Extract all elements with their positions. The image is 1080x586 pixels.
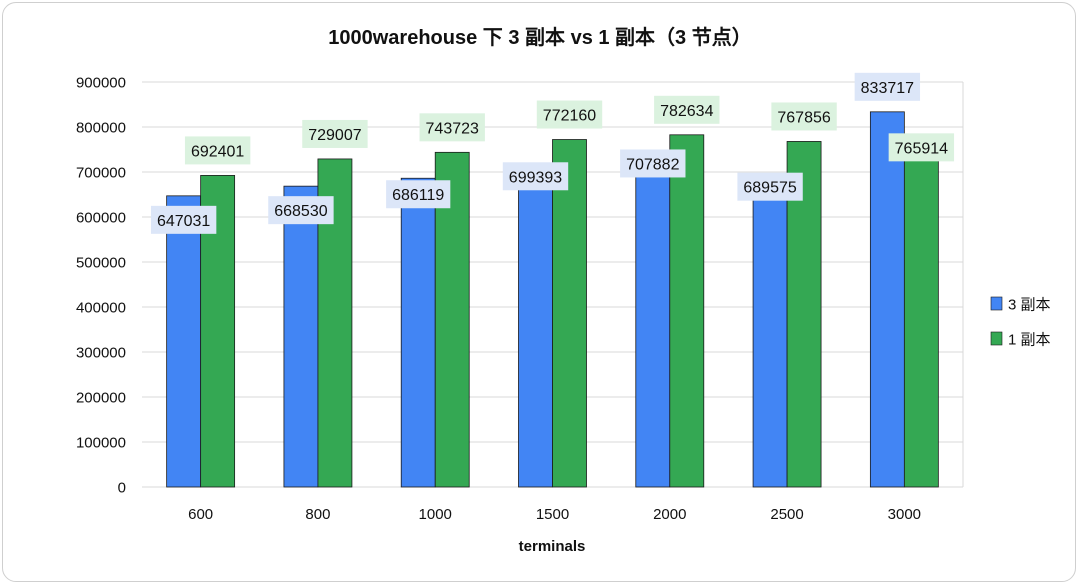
bars bbox=[166, 111, 939, 488]
data-label-bg bbox=[854, 72, 921, 101]
data-label-bg bbox=[620, 149, 686, 178]
bar-one-replica-1500 bbox=[552, 139, 587, 488]
data-label-bg bbox=[268, 196, 334, 225]
bar-one-replica-2000 bbox=[669, 134, 705, 488]
legend: 3 副本 1 副本 bbox=[990, 296, 1051, 349]
bar-three-replica-600 bbox=[166, 195, 202, 488]
x-tick-label: 2500 bbox=[770, 506, 803, 523]
data-label: 668530 bbox=[274, 203, 327, 220]
y-tick-label: 900000 bbox=[76, 75, 126, 92]
y-tick-label: 0 bbox=[118, 480, 126, 497]
bar-three-replica-2500 bbox=[752, 176, 788, 488]
data-label: 699393 bbox=[509, 169, 562, 186]
bar-three-replica-1500 bbox=[518, 171, 553, 488]
data-label: 647031 bbox=[157, 213, 210, 230]
x-tick-label: 1000 bbox=[419, 506, 452, 523]
data-label: 833717 bbox=[861, 80, 914, 97]
y-tick-label: 300000 bbox=[76, 345, 126, 362]
chart-title: 1000warehouse 下 3 副本 vs 1 副本（3 节点） bbox=[328, 25, 752, 49]
data-label-bg bbox=[302, 119, 368, 148]
data-label: 692401 bbox=[191, 143, 244, 160]
y-tick-label: 500000 bbox=[76, 255, 126, 272]
x-tick-label: 800 bbox=[305, 506, 330, 523]
legend-label: 3 副本 bbox=[1008, 297, 1051, 314]
data-label: 707882 bbox=[626, 156, 679, 173]
bar-one-replica-3000 bbox=[903, 141, 939, 488]
data-label: 765914 bbox=[895, 140, 948, 157]
data-label-bg bbox=[737, 172, 803, 201]
x-tick-label: 600 bbox=[188, 506, 213, 523]
data-labels: 647031 668530 686119 699393 707882 689575 8337… bbox=[150, 72, 955, 234]
y-tick-label: 400000 bbox=[76, 300, 126, 317]
x-axis: 600 800 1000 1500 2000 2500 3000 bbox=[188, 506, 921, 523]
data-label: 729007 bbox=[308, 127, 361, 144]
legend-label: 1 副本 bbox=[1008, 332, 1051, 349]
legend-swatch bbox=[990, 296, 1003, 311]
x-tick-label: 3000 bbox=[888, 506, 921, 523]
x-tick-label: 1500 bbox=[536, 506, 569, 523]
y-tick-label: 100000 bbox=[76, 435, 126, 452]
data-label-bg bbox=[386, 180, 451, 209]
y-tick-label: 800000 bbox=[76, 120, 126, 137]
bar-three-replica-3000 bbox=[869, 111, 905, 488]
data-label-bg bbox=[888, 133, 955, 162]
legend-swatch bbox=[990, 331, 1003, 346]
data-label-bg bbox=[536, 100, 603, 129]
data-label-bg bbox=[654, 95, 720, 124]
data-label: 767856 bbox=[777, 109, 830, 126]
data-label-bg bbox=[150, 205, 217, 234]
y-tick-label: 600000 bbox=[76, 210, 126, 227]
bar-three-replica-2000 bbox=[635, 168, 671, 488]
data-label-bg bbox=[419, 113, 485, 142]
data-label: 743723 bbox=[426, 120, 479, 137]
data-label-bg bbox=[771, 102, 837, 131]
data-label: 772160 bbox=[543, 108, 596, 125]
data-label-bg bbox=[184, 136, 251, 165]
y-tick-label: 700000 bbox=[76, 165, 126, 182]
data-label-bg bbox=[502, 162, 569, 191]
x-tick-label: 2000 bbox=[653, 506, 686, 523]
data-label: 689575 bbox=[743, 180, 796, 197]
data-label: 686119 bbox=[392, 187, 444, 204]
y-axis: 0 100000 200000 300000 400000 500000 600000 700… bbox=[76, 75, 126, 497]
bar-three-replica-800 bbox=[283, 185, 319, 488]
y-tick-label: 200000 bbox=[76, 390, 126, 407]
x-axis-title: terminals bbox=[519, 538, 586, 555]
bar-one-replica-2500 bbox=[786, 141, 822, 488]
data-label: 782634 bbox=[660, 103, 713, 120]
bar-three-replica-1000 bbox=[400, 177, 436, 488]
